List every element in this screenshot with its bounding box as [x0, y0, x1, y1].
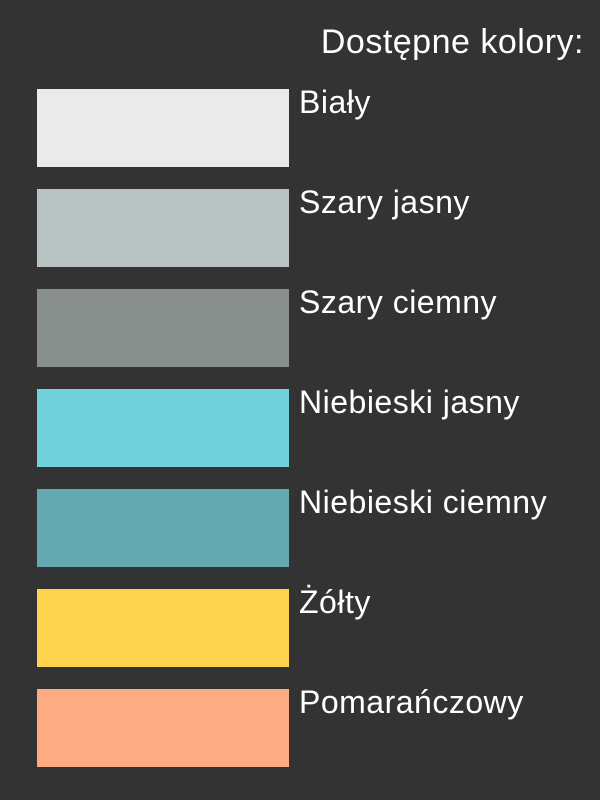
color-row: Szary ciemny [37, 284, 577, 389]
color-swatch [37, 589, 289, 667]
color-label: Szary jasny [299, 184, 470, 220]
color-row: Biały [37, 84, 577, 189]
color-swatch [37, 389, 289, 467]
color-label: Niebieski jasny [299, 384, 520, 420]
page-title: Dostępne kolory: [320, 23, 584, 61]
color-row: Żółty [37, 584, 577, 689]
color-swatch [37, 289, 289, 367]
color-row: Niebieski jasny [37, 384, 577, 489]
color-row: Pomarańczowy [37, 684, 577, 789]
color-swatch [37, 189, 289, 267]
color-row: Szary jasny [37, 184, 577, 289]
color-swatch [37, 89, 289, 167]
color-swatch [37, 689, 289, 767]
color-list: Biały Szary jasny Szary ciemny Niebieski… [37, 84, 577, 789]
color-swatch [37, 489, 289, 567]
color-label: Niebieski ciemny [299, 484, 548, 520]
color-label: Pomarańczowy [299, 684, 524, 720]
color-label: Szary ciemny [299, 284, 498, 320]
color-label: Biały [299, 84, 371, 120]
color-row: Niebieski ciemny [37, 484, 577, 589]
color-label: Żółty [299, 584, 371, 620]
